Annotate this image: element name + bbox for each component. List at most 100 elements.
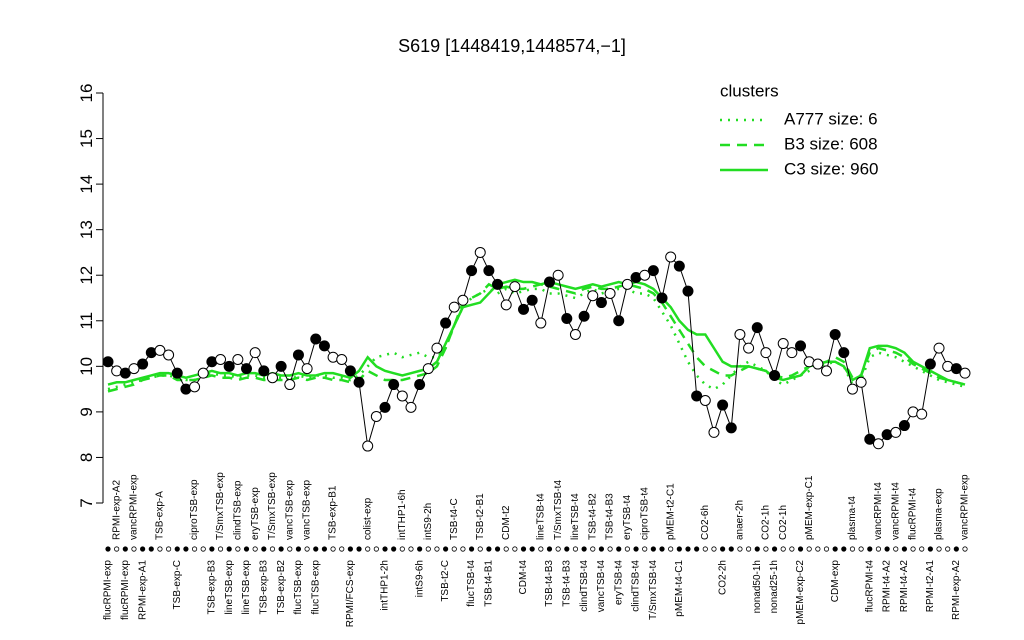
- data-point: [717, 399, 729, 411]
- y-tick-label: 13: [77, 220, 96, 239]
- data-point: [154, 344, 166, 356]
- rug-dot: [529, 546, 535, 552]
- x-tick-label: lineTSB-t4: [535, 493, 546, 540]
- rug-dot: [555, 546, 561, 552]
- rug-dot: [815, 546, 821, 552]
- x-tick-label: flucRPMI-exp: [103, 560, 114, 620]
- rug-dot: [486, 546, 492, 552]
- rug-dot: [269, 546, 276, 552]
- rug-dot: [849, 546, 856, 552]
- data-point: [483, 265, 495, 277]
- x-tick-label: TSB-t4-B1: [484, 560, 495, 607]
- x-tick-label: eryTSB-t4: [613, 560, 624, 605]
- rug-dot: [460, 546, 466, 552]
- rug-dot: [581, 546, 587, 552]
- rug-dot: [382, 546, 388, 552]
- rug-dot: [399, 546, 405, 552]
- legend-label: C3 size: 960: [784, 159, 879, 178]
- data-point: [838, 347, 850, 359]
- x-tick-label: RPMI-exp-A2: [111, 480, 122, 540]
- data-point: [189, 381, 201, 393]
- rug-dot: [720, 546, 726, 552]
- rug-dot: [676, 546, 682, 552]
- x-tick-label: CO2-1h: [778, 505, 789, 540]
- rug-dot: [443, 546, 449, 552]
- x-tick-label: pMEM-exp-C2: [795, 560, 806, 625]
- rug-dot: [659, 546, 665, 552]
- data-point: [708, 426, 720, 438]
- data-point: [241, 363, 253, 375]
- rug-dot: [183, 546, 189, 552]
- y-tick-label: 15: [77, 129, 96, 148]
- data-point: [119, 367, 131, 379]
- rug-dot: [157, 546, 163, 552]
- data-point: [595, 297, 607, 309]
- data-point: [734, 328, 746, 340]
- x-tick-label: T/SmxTSB-t4: [648, 560, 659, 620]
- data-point: [336, 354, 348, 365]
- data-point: [405, 401, 417, 413]
- x-tick-label: lineTSB-exp: [224, 560, 235, 615]
- data-point: [362, 440, 374, 452]
- data-point: [855, 376, 867, 388]
- rug-dot: [763, 546, 769, 552]
- x-tick-label: CDM-t4: [518, 560, 529, 595]
- y-tick-label: 14: [77, 175, 96, 194]
- x-tick-label: TSB-t2-B1: [475, 493, 486, 540]
- x-tick-label: TSB-exp-B3: [258, 560, 269, 615]
- x-tick-label: CDM-t2: [501, 505, 512, 540]
- x-tick-label: eryTSB-exp: [250, 487, 261, 540]
- rug-dot: [191, 546, 198, 552]
- data-point: [795, 340, 807, 352]
- rug-dot: [226, 546, 232, 552]
- data-point: [812, 358, 824, 370]
- data-point: [665, 251, 677, 263]
- x-tick-label: TSB-exp-B3: [207, 560, 218, 615]
- rug-dot: [754, 546, 760, 552]
- x-tick-label: intS9-6h: [414, 560, 425, 597]
- data-point: [543, 276, 555, 288]
- x-tick-label: clindTSB-exp: [232, 480, 243, 540]
- x-tick-label: vancRPMI-t4: [873, 482, 884, 540]
- rug-dot: [365, 546, 371, 552]
- rug-dot: [140, 546, 146, 552]
- rug-dot: [330, 546, 336, 552]
- rug-dot: [624, 546, 630, 552]
- x-tick-label: T/SmxTSB-t4: [553, 480, 564, 540]
- rug-dot: [165, 546, 172, 552]
- x-tick-label: plasma-exp: [934, 488, 945, 540]
- x-tick-label: TSB-exp-A: [155, 491, 166, 540]
- x-tick-label: pMEM-exp-C1: [804, 475, 815, 540]
- rug-dot: [494, 546, 501, 552]
- rug-dot: [417, 546, 423, 552]
- data-point: [829, 328, 841, 340]
- data-point: [414, 379, 426, 391]
- x-tick-label: TSB-t4-B3: [561, 560, 572, 607]
- rug-dot: [650, 546, 656, 552]
- rug-dot: [572, 546, 579, 552]
- x-tick-label: TSB-t4-B2: [587, 493, 598, 540]
- rug-dot: [737, 546, 743, 552]
- rug-dot: [633, 546, 639, 552]
- x-tick-label: flucTSB-exp: [293, 560, 304, 615]
- x-tick-label: CO2-2h: [717, 560, 728, 595]
- rug-dot: [616, 546, 622, 552]
- x-tick-label: eryTSB-t4: [622, 495, 633, 540]
- rug-dot: [668, 546, 674, 552]
- rug-dot: [919, 546, 925, 552]
- rug-dot: [477, 546, 483, 552]
- data-point: [171, 367, 183, 379]
- data-point: [396, 390, 408, 402]
- x-tick-label: RPMI-exp-A2: [951, 560, 962, 620]
- data-point: [535, 317, 547, 329]
- data-point: [933, 342, 945, 354]
- x-tick-label: clindTSB-t4: [631, 560, 642, 612]
- x-tick-label: intS9-2h: [423, 503, 434, 540]
- rug-dot: [590, 546, 596, 552]
- data-point: [258, 365, 270, 377]
- data-point: [370, 410, 382, 422]
- x-tick-label: vancTSB-t4: [596, 560, 607, 613]
- data-point: [569, 328, 581, 340]
- x-tick-label: plasma-t4: [847, 496, 858, 540]
